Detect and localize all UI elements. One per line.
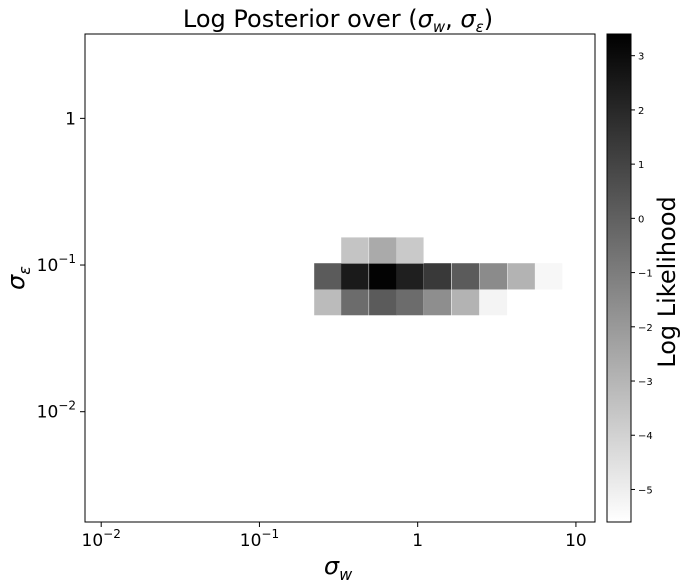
- x-tick-label: 10−2: [82, 527, 121, 551]
- heatmap-cell: [341, 263, 369, 290]
- heatmap-cell: [534, 263, 563, 290]
- y-tick-label: 10−2: [37, 399, 76, 423]
- y-tick-label: 10−1: [37, 252, 76, 276]
- x-tick-label: 10−1: [240, 527, 279, 551]
- colorbar-tick-label: −4: [638, 431, 653, 442]
- colorbar-tick-label: −5: [638, 485, 653, 496]
- heatmap-cell: [396, 237, 424, 264]
- colorbar-tick-label: −2: [638, 323, 653, 334]
- colorbar: [606, 33, 632, 523]
- colorbar-tick-label: −1: [638, 269, 653, 280]
- heatmap-cell: [396, 289, 424, 316]
- heatmap-cell: [396, 263, 424, 290]
- chart-title: Log Posterior over (σw, σε): [183, 5, 493, 36]
- heatmap-cell: [451, 289, 480, 316]
- heatmap-cell: [369, 263, 397, 290]
- heatmap-cell: [423, 263, 452, 290]
- heatmap-cell: [341, 289, 369, 316]
- plot-area: [314, 237, 563, 316]
- colorbar-tick-label: −3: [638, 377, 653, 388]
- y-axis-label: σε: [2, 266, 34, 290]
- heatmap-cell: [451, 263, 480, 290]
- heatmap-cell: [369, 289, 397, 316]
- heatmap-cell: [423, 289, 452, 316]
- heatmap-cell: [479, 289, 508, 316]
- heatmap-cell: [507, 263, 535, 290]
- y-axis-ticks: 10−2 10−1 1: [37, 109, 85, 423]
- colorbar-tick-label: 2: [638, 106, 644, 117]
- x-axis-ticks: 10−2 10−1 1 10: [82, 522, 587, 551]
- colorbar-label: Log Likelihood: [653, 196, 681, 368]
- x-axis-label: σw: [324, 552, 353, 584]
- plot-frame: [84, 33, 596, 523]
- heatmap-cell: [369, 237, 397, 264]
- heatmap-cell: [314, 263, 342, 290]
- colorbar-ticks: 3 2 1 0 −1 −2 −3 −4 −5: [631, 52, 653, 496]
- colorbar-tick-label: 3: [638, 52, 644, 63]
- x-tick-label: 1: [412, 531, 423, 551]
- heatmap-cell: [341, 237, 369, 264]
- x-tick-label: 10: [565, 531, 587, 551]
- colorbar-tick-label: 0: [638, 214, 644, 225]
- heatmap-cell: [314, 289, 342, 316]
- colorbar-tick-label: 1: [638, 160, 644, 171]
- y-tick-label: 1: [65, 109, 76, 129]
- heatmap-cell: [479, 263, 508, 290]
